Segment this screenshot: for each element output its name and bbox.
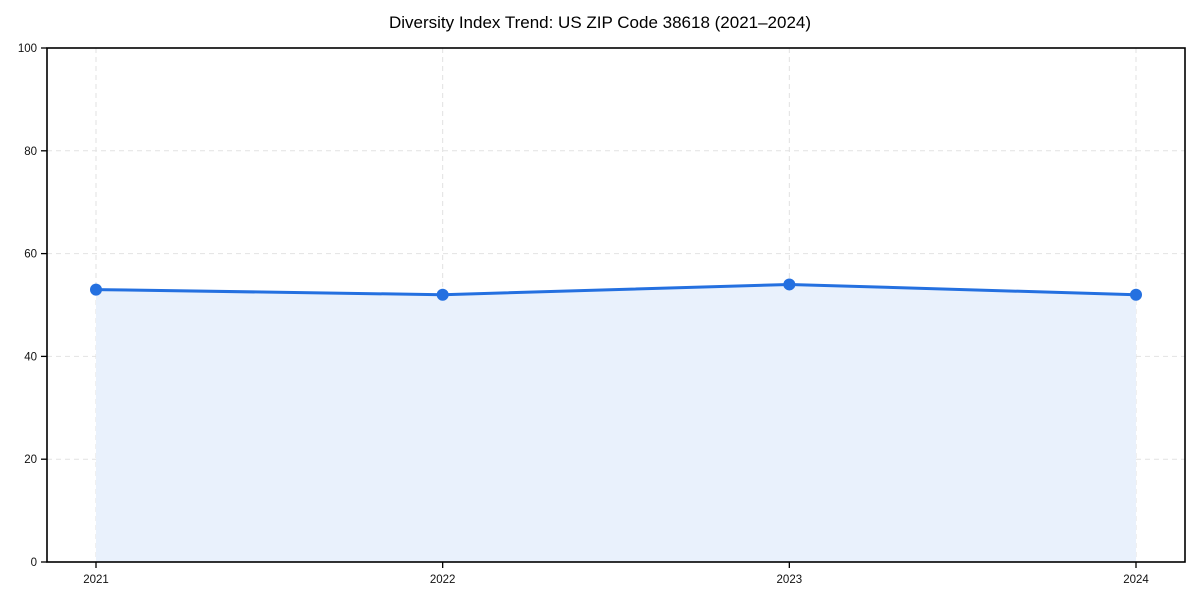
data-points [90,278,1142,301]
x-tick-label: 2021 [83,574,109,586]
y-tick-label: 20 [24,454,37,466]
y-tick-label: 80 [24,146,37,158]
y-tick-label: 100 [18,43,37,55]
x-tick-label: 2024 [1123,574,1149,586]
axes-frame [41,47,1186,568]
trend-line [94,282,1138,297]
y-tick-label: 0 [31,557,37,569]
x-tick-label: 2023 [777,574,803,586]
tick-labels: 0 20 40 60 80 100 2021 2022 2023 2024 [18,43,1150,586]
x-tick-label: 2022 [430,574,456,586]
y-tick-label: 40 [24,351,37,363]
y-tick-label: 60 [24,249,37,261]
area-fill [96,284,1136,562]
chart-title: Diversity Index Trend: US ZIP Code 38618… [389,13,811,32]
